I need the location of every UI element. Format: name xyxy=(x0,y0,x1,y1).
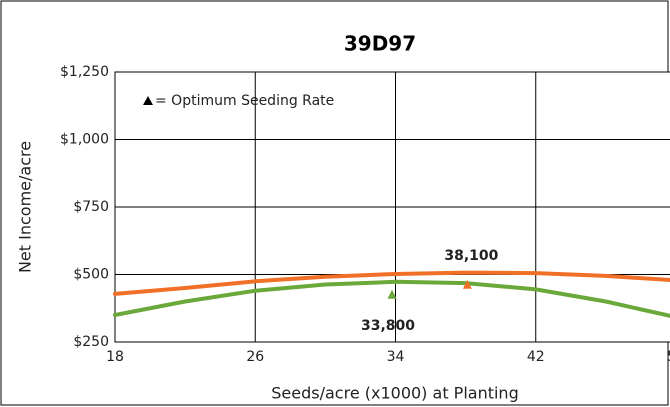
legend-note: = Optimum Seeding Rate xyxy=(155,93,334,109)
y-tick-label: $1,250 xyxy=(60,64,109,80)
y-tick-label: $1,000 xyxy=(60,132,109,148)
optimum-marker xyxy=(462,279,472,289)
x-tick-label: 34 xyxy=(387,349,405,365)
series-line xyxy=(113,270,670,296)
optimum-label: 33,800 xyxy=(361,318,415,334)
series-line xyxy=(113,279,670,318)
optimum-label: 38,100 xyxy=(444,248,498,264)
x-tick-label: 26 xyxy=(246,349,264,365)
y-tick-label: $500 xyxy=(73,267,109,283)
y-tick-label: $750 xyxy=(73,199,109,215)
legend-marker xyxy=(143,96,153,105)
y-tick-label: $250 xyxy=(73,334,109,350)
x-tick-label: 42 xyxy=(527,349,545,365)
y-axis-title: Net Income/acre xyxy=(16,141,35,273)
optimum-marker xyxy=(387,289,397,299)
x-tick-label: 50 xyxy=(667,349,670,365)
x-axis-title: Seeds/acre (x1000) at Planting xyxy=(271,384,518,403)
x-tick-label: 18 xyxy=(106,349,124,365)
chart-title: 39D97 xyxy=(344,32,416,56)
